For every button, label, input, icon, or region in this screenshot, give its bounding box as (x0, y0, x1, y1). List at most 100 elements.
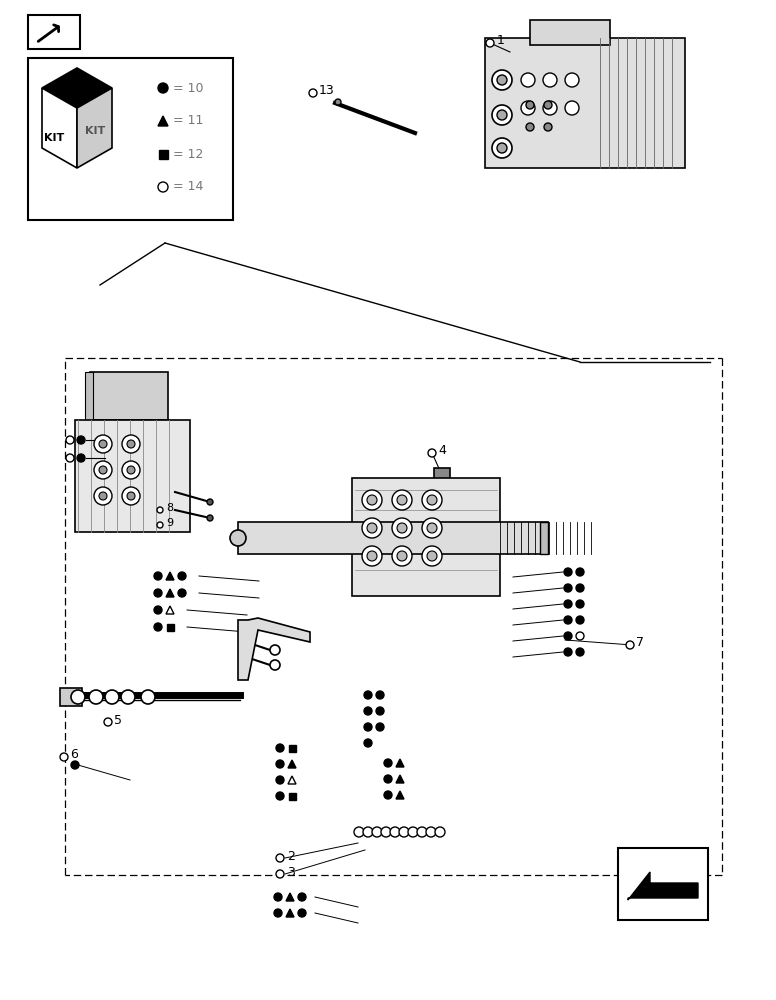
Circle shape (521, 101, 535, 115)
Circle shape (157, 522, 163, 528)
Circle shape (428, 449, 436, 457)
Polygon shape (288, 760, 296, 768)
Bar (238, 522, 548, 554)
Circle shape (392, 518, 412, 538)
Circle shape (122, 461, 140, 479)
Circle shape (367, 551, 377, 561)
Text: KIT: KIT (85, 126, 105, 136)
Circle shape (392, 490, 412, 510)
Circle shape (127, 440, 135, 448)
Circle shape (417, 827, 427, 837)
Bar (60, 688, 82, 706)
Circle shape (77, 436, 85, 444)
Circle shape (564, 568, 572, 576)
Circle shape (376, 691, 384, 699)
Circle shape (364, 707, 372, 715)
Circle shape (99, 492, 107, 500)
Polygon shape (42, 88, 77, 168)
Polygon shape (158, 116, 168, 126)
Circle shape (141, 690, 155, 704)
Text: 4: 4 (438, 444, 446, 458)
Circle shape (335, 99, 341, 105)
Bar (28, 15, 80, 49)
Circle shape (492, 70, 512, 90)
Circle shape (565, 73, 579, 87)
Circle shape (207, 499, 213, 505)
Bar (289, 744, 296, 752)
Circle shape (497, 110, 507, 120)
Polygon shape (288, 776, 296, 784)
Text: 9: 9 (166, 518, 173, 528)
Polygon shape (396, 759, 404, 767)
Polygon shape (396, 775, 404, 783)
Circle shape (154, 623, 162, 631)
Bar (289, 792, 296, 800)
Circle shape (564, 584, 572, 592)
Circle shape (270, 660, 280, 670)
Circle shape (270, 645, 280, 655)
Bar (75, 420, 190, 532)
Circle shape (364, 723, 372, 731)
Circle shape (99, 466, 107, 474)
Circle shape (565, 101, 579, 115)
Bar (434, 468, 450, 484)
Circle shape (564, 648, 572, 656)
Circle shape (94, 487, 112, 505)
Circle shape (392, 546, 412, 566)
Bar (90, 372, 168, 420)
Circle shape (397, 523, 407, 533)
Bar (485, 38, 685, 168)
Circle shape (497, 143, 507, 153)
Circle shape (576, 616, 584, 624)
Text: 1: 1 (497, 34, 505, 47)
Bar (28, 58, 233, 220)
Text: = 14: = 14 (173, 180, 203, 194)
Circle shape (362, 546, 382, 566)
Circle shape (122, 435, 140, 453)
Text: KIT: KIT (44, 133, 64, 143)
Circle shape (492, 105, 512, 125)
Circle shape (408, 827, 418, 837)
Circle shape (158, 83, 168, 93)
Circle shape (94, 461, 112, 479)
Text: 6: 6 (70, 748, 78, 762)
Circle shape (543, 101, 557, 115)
Circle shape (354, 827, 364, 837)
Circle shape (376, 707, 384, 715)
Circle shape (276, 776, 284, 784)
Circle shape (497, 75, 507, 85)
Circle shape (298, 893, 306, 901)
Bar (618, 848, 708, 920)
Circle shape (105, 690, 119, 704)
Circle shape (397, 551, 407, 561)
Circle shape (178, 589, 186, 597)
Circle shape (381, 827, 391, 837)
Polygon shape (238, 618, 310, 680)
Polygon shape (166, 606, 174, 614)
Circle shape (426, 827, 436, 837)
Circle shape (486, 39, 494, 47)
Circle shape (230, 530, 246, 546)
Polygon shape (396, 791, 404, 799)
Text: 5: 5 (114, 714, 122, 728)
Circle shape (544, 123, 552, 131)
Circle shape (521, 73, 535, 87)
Polygon shape (286, 909, 294, 917)
Circle shape (576, 568, 584, 576)
Circle shape (422, 490, 442, 510)
Circle shape (207, 515, 213, 521)
Circle shape (367, 495, 377, 505)
Circle shape (298, 909, 306, 917)
Circle shape (526, 123, 534, 131)
Circle shape (384, 759, 392, 767)
Bar (530, 20, 610, 45)
Circle shape (60, 753, 68, 761)
Circle shape (526, 101, 534, 109)
Text: 13: 13 (319, 85, 334, 98)
Circle shape (94, 435, 112, 453)
Circle shape (121, 690, 135, 704)
Bar (352, 478, 500, 596)
Text: = 10: = 10 (173, 82, 203, 95)
Circle shape (274, 909, 282, 917)
Circle shape (576, 584, 584, 592)
